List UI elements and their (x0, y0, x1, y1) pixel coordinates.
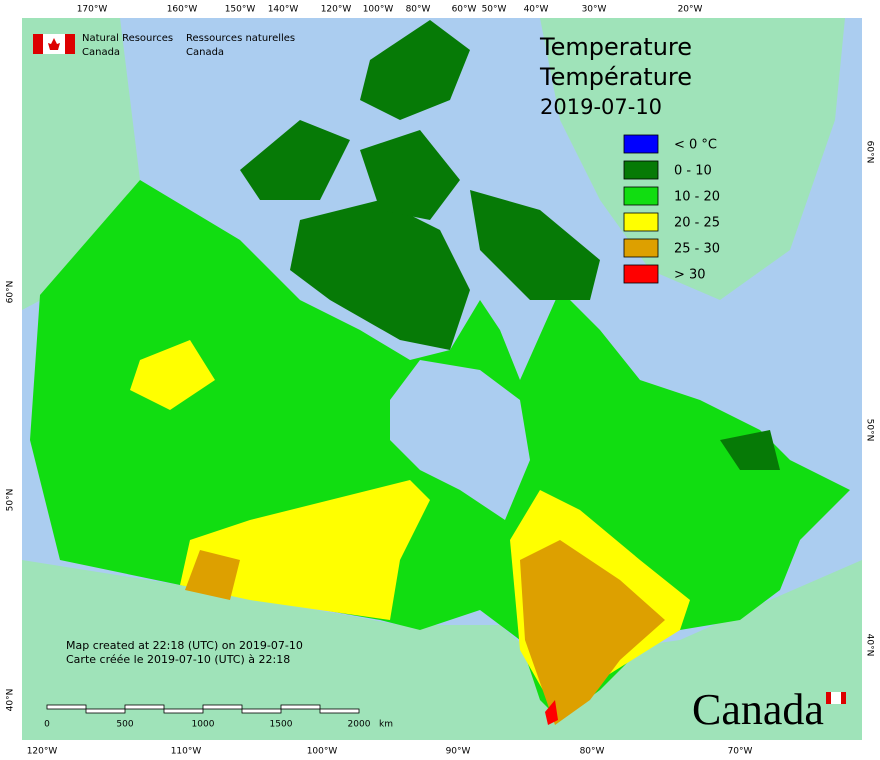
label: Température (539, 63, 692, 91)
label: 0 (44, 720, 50, 730)
label: < 0 °C (674, 138, 717, 153)
island (470, 190, 600, 300)
label: 120°W (321, 5, 352, 15)
label: 0 - 10 (674, 164, 712, 179)
label: Canada (82, 47, 120, 58)
label: 50°N (865, 419, 875, 442)
flag-bar (33, 34, 43, 54)
scale-segment (202, 704, 243, 710)
label: 110°W (171, 747, 202, 757)
label: Temperature (539, 33, 692, 61)
maple-leaf (48, 38, 60, 50)
scale-segment (319, 708, 360, 714)
label: Map created at 22:18 (UTC) on 2019-07-10 (66, 639, 303, 652)
label: 50°N (6, 489, 16, 512)
label: 25 - 30 (674, 242, 720, 257)
hudson-bay (390, 360, 530, 520)
wordmark-flag-field (831, 692, 841, 704)
label: 20°W (678, 5, 703, 15)
label: 60°W (452, 5, 477, 15)
legend-swatch (623, 134, 659, 154)
scale-segment (241, 708, 282, 714)
label: 170°W (77, 5, 108, 15)
label: 60°N (6, 281, 16, 304)
island (360, 20, 470, 120)
canada-flag (33, 34, 75, 54)
labrador (720, 430, 780, 470)
legend-swatch (623, 264, 659, 284)
legend-swatch (623, 212, 659, 232)
scale-bar (46, 704, 360, 714)
label: > 30 (674, 268, 706, 283)
scale-segment (163, 708, 204, 714)
label: 40°N (6, 689, 16, 712)
label: Canada (692, 685, 824, 734)
legend-swatch (623, 238, 659, 258)
label: 70°W (728, 747, 753, 757)
flag-bar (65, 34, 75, 54)
greenland (540, 18, 845, 300)
island (360, 130, 460, 220)
arctic-islands (240, 20, 780, 470)
scale-segment (280, 704, 321, 710)
land-20-25-north (130, 340, 215, 410)
label: 90°W (446, 747, 471, 757)
label: 160°W (167, 5, 198, 15)
island (290, 200, 470, 350)
legend-swatch (623, 186, 659, 206)
label: 60°N (865, 141, 875, 164)
label: 2019-07-10 (540, 95, 662, 119)
label: Ressources naturelles (186, 33, 295, 44)
scale-segment (124, 704, 165, 710)
label: 10 - 20 (674, 190, 720, 205)
label: 150°W (225, 5, 256, 15)
label: 500 (116, 720, 133, 730)
scale-segment (46, 704, 87, 710)
united-states (22, 560, 862, 740)
label: 120°W (27, 747, 58, 757)
label: 140°W (268, 5, 299, 15)
label: 1000 (192, 720, 215, 730)
land-above-30 (545, 700, 558, 725)
canada (30, 20, 850, 725)
label: 100°W (363, 5, 394, 15)
label: 100°W (307, 747, 338, 757)
foreign-land (22, 18, 862, 740)
label: 20 - 25 (674, 216, 720, 231)
label: 80°W (406, 5, 431, 15)
label: 40°W (524, 5, 549, 15)
label: 30°W (582, 5, 607, 15)
land-25-30-east (520, 540, 665, 725)
scale-segment (85, 708, 126, 714)
land-20-25 (180, 480, 430, 620)
land-25-30 (185, 550, 240, 600)
legend-swatch (623, 160, 659, 180)
label: 2000 (348, 720, 371, 730)
island (240, 120, 350, 200)
label: 80°W (580, 747, 605, 757)
label: 50°W (482, 5, 507, 15)
label: 1500 (270, 720, 293, 730)
alaska (22, 18, 140, 310)
label: 40°N (865, 634, 875, 657)
label: Canada (186, 47, 224, 58)
label: Natural Resources (82, 33, 173, 44)
label: Carte créée le 2019-07-10 (UTC) à 22:18 (66, 653, 290, 666)
label: km (379, 720, 393, 730)
